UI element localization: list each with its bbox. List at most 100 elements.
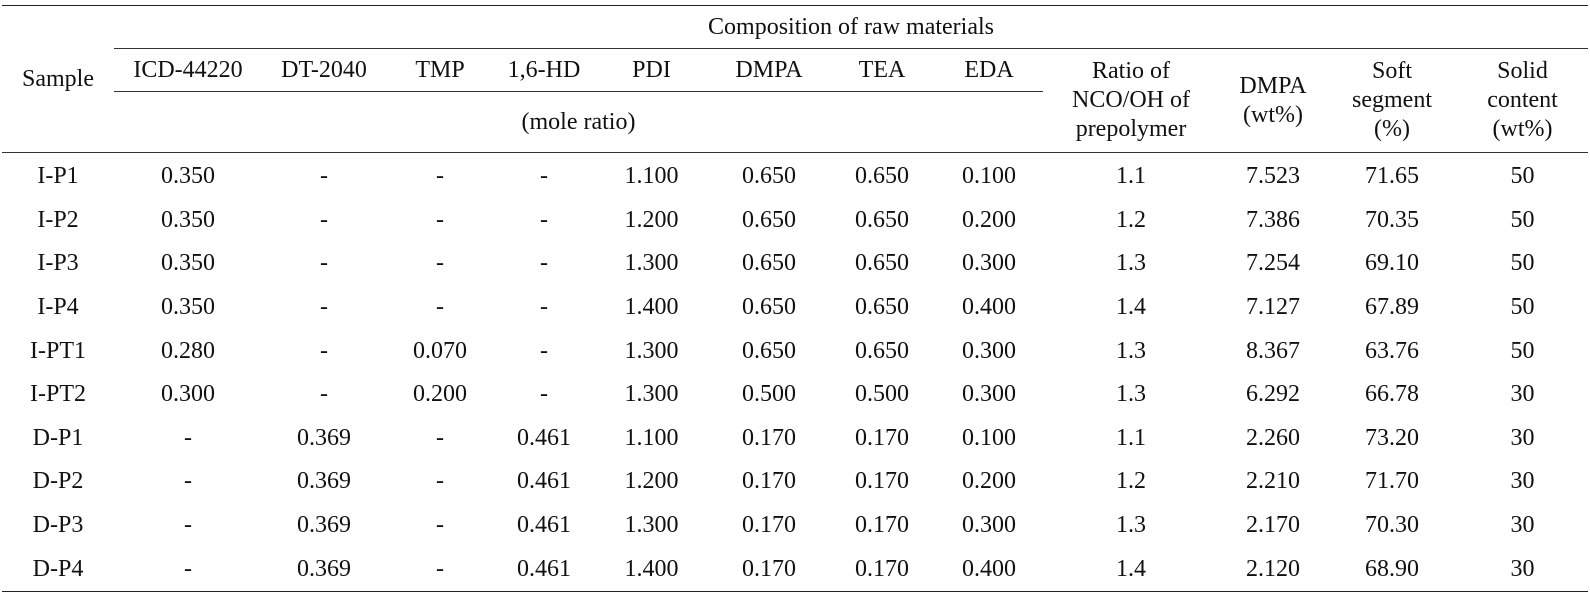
column-header: 1,6-HD xyxy=(507,56,581,83)
table-cell: - xyxy=(436,206,444,233)
table-cell: 1.300 xyxy=(624,250,679,277)
column-header-line: Soft xyxy=(1371,58,1412,84)
column-header: DMPA (wt%) xyxy=(1219,48,1327,153)
table-cell: 1.2 xyxy=(1116,468,1146,495)
table-cell: 0.350 xyxy=(161,206,215,233)
table-cell: - xyxy=(436,163,444,190)
table-cell: 0.369 xyxy=(297,512,351,539)
table-cell: 0.170 xyxy=(742,555,796,582)
table-row: D-P4 - 0.369 - 0.461 1.400 0.170 0.170 0.400 1.4 2… xyxy=(2,547,1588,591)
table-cell: - xyxy=(320,337,328,364)
table-cell: 1.1 xyxy=(1116,163,1146,190)
column-header-line: content xyxy=(1487,87,1558,113)
sample-name-cell: I-PT1 xyxy=(30,337,86,364)
table-cell: 0.100 xyxy=(962,424,1016,451)
table-cell: 1.3 xyxy=(1116,337,1146,364)
table-cell: 0.650 xyxy=(855,206,909,233)
table-row: I-P4 0.350 - - - 1.400 0.650 0.650 0.400 1.4 7.127… xyxy=(2,286,1588,330)
composition-table: Sample Composition of raw materials ICD-… xyxy=(2,5,1589,592)
table-cell: 63.76 xyxy=(1365,337,1419,364)
table-cell: 7.386 xyxy=(1246,206,1300,233)
table-cell: 50 xyxy=(1510,163,1535,190)
sample-name-cell: D-P1 xyxy=(32,424,84,451)
table-cell: 0.369 xyxy=(297,468,351,495)
table-cell: 1.200 xyxy=(624,468,679,495)
table-cell: 0.170 xyxy=(855,424,909,451)
table-cell: 0.300 xyxy=(962,512,1016,539)
table-cell: 0.170 xyxy=(742,424,796,451)
table-cell: - xyxy=(320,381,328,408)
material-header-row: ICD-44220 DT-2040 TMP 1,6-HD PDI DMPA TEA EDA Ra… xyxy=(2,48,1589,153)
table-cell: - xyxy=(436,424,444,451)
table-cell: - xyxy=(436,294,444,321)
table-cell: 50 xyxy=(1510,206,1535,233)
table-cell: 0.369 xyxy=(297,424,351,451)
column-header: Soft segment (%) xyxy=(1327,48,1457,153)
sample-name-cell: I-PT2 xyxy=(30,381,86,408)
table-cell: 0.200 xyxy=(413,381,467,408)
table-cell: 1.100 xyxy=(624,424,679,451)
table-cell: 7.254 xyxy=(1246,250,1300,277)
table-cell: 30 xyxy=(1510,424,1535,451)
table-cell: 0.650 xyxy=(855,294,909,321)
column-header: DT-2040 xyxy=(281,56,367,83)
table-cell: - xyxy=(436,555,444,582)
column-header: DMPA xyxy=(735,56,803,83)
sample-name-cell: I-P2 xyxy=(37,206,79,233)
sample-name-cell: I-P3 xyxy=(37,250,79,277)
table-cell: 0.280 xyxy=(161,337,215,364)
table-cell: 0.500 xyxy=(855,381,909,408)
table-cell: 71.70 xyxy=(1365,468,1419,495)
table-cell: - xyxy=(540,250,548,277)
table-cell: 0.070 xyxy=(413,337,467,364)
table-cell: 0.350 xyxy=(161,163,215,190)
table-cell: 7.127 xyxy=(1246,294,1300,321)
group-header: Composition of raw materials xyxy=(114,5,1589,49)
column-header-line: Solid xyxy=(1497,58,1548,84)
table-cell: 2.120 xyxy=(1246,555,1300,582)
table-cell: - xyxy=(436,250,444,277)
column-header-line: (%) xyxy=(1374,116,1410,142)
table-cell: - xyxy=(540,381,548,408)
table-cell: 0.650 xyxy=(742,250,796,277)
table-cell: 0.369 xyxy=(297,555,351,582)
table-cell: 1.200 xyxy=(624,206,679,233)
column-header-line: (wt%) xyxy=(1243,101,1303,128)
table-cell: - xyxy=(320,163,328,190)
table-cell: 70.35 xyxy=(1365,206,1419,233)
table-row: D-P3 - 0.369 - 0.461 1.300 0.170 0.170 0.300 1.3 2… xyxy=(2,504,1588,548)
table-cell: 0.650 xyxy=(855,250,909,277)
column-header: Ratio of NCO/OH of prepolymer xyxy=(1043,48,1219,153)
column-header-line: Ratio of xyxy=(1092,58,1170,84)
table-cell: 0.100 xyxy=(962,163,1016,190)
table-cell: - xyxy=(184,424,192,451)
column-header: TEA xyxy=(858,56,906,83)
table-cell: 0.300 xyxy=(962,337,1016,364)
table-cell: 0.300 xyxy=(962,250,1016,277)
table-cell: 30 xyxy=(1510,512,1535,539)
table-row: I-P1 0.350 - - - 1.100 0.650 0.650 0.100 1.1 7.523… xyxy=(2,153,1588,199)
table-cell: 0.400 xyxy=(962,294,1016,321)
table-row: I-P3 0.350 - - - 1.300 0.650 0.650 0.300 1.3 7.254… xyxy=(2,242,1588,286)
table-cell: 0.350 xyxy=(161,250,215,277)
table-cell: - xyxy=(436,468,444,495)
table-cell: 1.3 xyxy=(1116,381,1146,408)
table-cell: 0.170 xyxy=(855,512,909,539)
table-cell: 1.1 xyxy=(1116,424,1146,451)
table-cell: 0.350 xyxy=(161,294,215,321)
table-cell: 50 xyxy=(1510,337,1535,364)
table-cell: 66.78 xyxy=(1365,381,1419,408)
table-cell: 30 xyxy=(1510,555,1535,582)
table-cell: 0.461 xyxy=(517,468,571,495)
table-cell: 30 xyxy=(1510,381,1535,408)
table-row: I-P2 0.350 - - - 1.200 0.650 0.650 0.200 1.2 7.386… xyxy=(2,199,1588,243)
sample-header: Sample xyxy=(2,5,114,153)
table-cell: - xyxy=(540,206,548,233)
table-cell: 0.300 xyxy=(161,381,215,408)
table-cell: 1.2 xyxy=(1116,206,1146,233)
table-cell: 0.461 xyxy=(517,555,571,582)
table-cell: 68.90 xyxy=(1365,555,1419,582)
table-cell: - xyxy=(184,512,192,539)
table-cell: 1.300 xyxy=(624,381,679,408)
